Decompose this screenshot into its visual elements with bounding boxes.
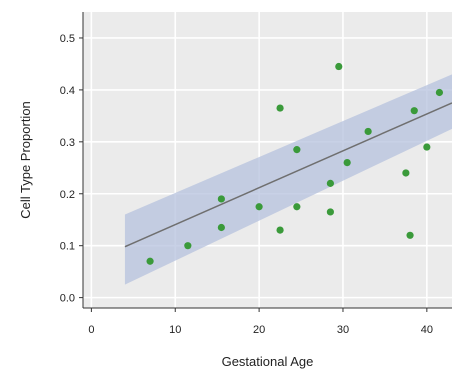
y-tick-label: 0.0: [60, 293, 75, 305]
data-point: [406, 231, 414, 239]
data-point: [335, 62, 343, 71]
y-tick-label: 0.1: [60, 241, 75, 253]
data-point: [326, 179, 334, 187]
data-point: [276, 104, 284, 112]
data-point: [293, 146, 301, 154]
data-point: [423, 143, 431, 151]
trend-line: [124, 102, 452, 248]
data-point: [343, 158, 351, 167]
data-point: [276, 226, 284, 234]
y-axis-title: Cell Type Proportion: [18, 101, 33, 219]
y-tick-label: 0.5: [60, 33, 75, 45]
data-point: [184, 242, 192, 250]
y-tick-label: 0.3: [60, 137, 75, 149]
data-point: [293, 203, 301, 211]
data-point: [402, 169, 410, 177]
data-point: [146, 257, 154, 265]
x-tick-label: 20: [253, 324, 265, 336]
x-axis-title: Gestational Age: [222, 354, 314, 369]
axes: [82, 12, 452, 309]
x-tick-label: 40: [421, 324, 433, 336]
data-point: [326, 208, 334, 216]
x-tick-label: 30: [337, 324, 349, 336]
x-tick-label: 10: [169, 324, 181, 336]
data-point: [217, 223, 225, 232]
data-point: [217, 195, 225, 203]
data-points: [146, 62, 444, 265]
x-tick-label: 0: [88, 324, 94, 336]
confidence-band: [124, 74, 452, 285]
y-tick-label: 0.4: [60, 85, 75, 97]
data-point: [435, 88, 444, 97]
data-point: [255, 203, 263, 211]
data-point: [410, 107, 418, 115]
y-axis-ticks: 0.0 0.1 0.2 0.3 0.4 0.5: [60, 33, 83, 305]
x-axis-ticks: 0 10 20 30 40: [88, 308, 433, 336]
data-point: [364, 127, 372, 136]
y-tick-label: 0.2: [60, 189, 75, 201]
